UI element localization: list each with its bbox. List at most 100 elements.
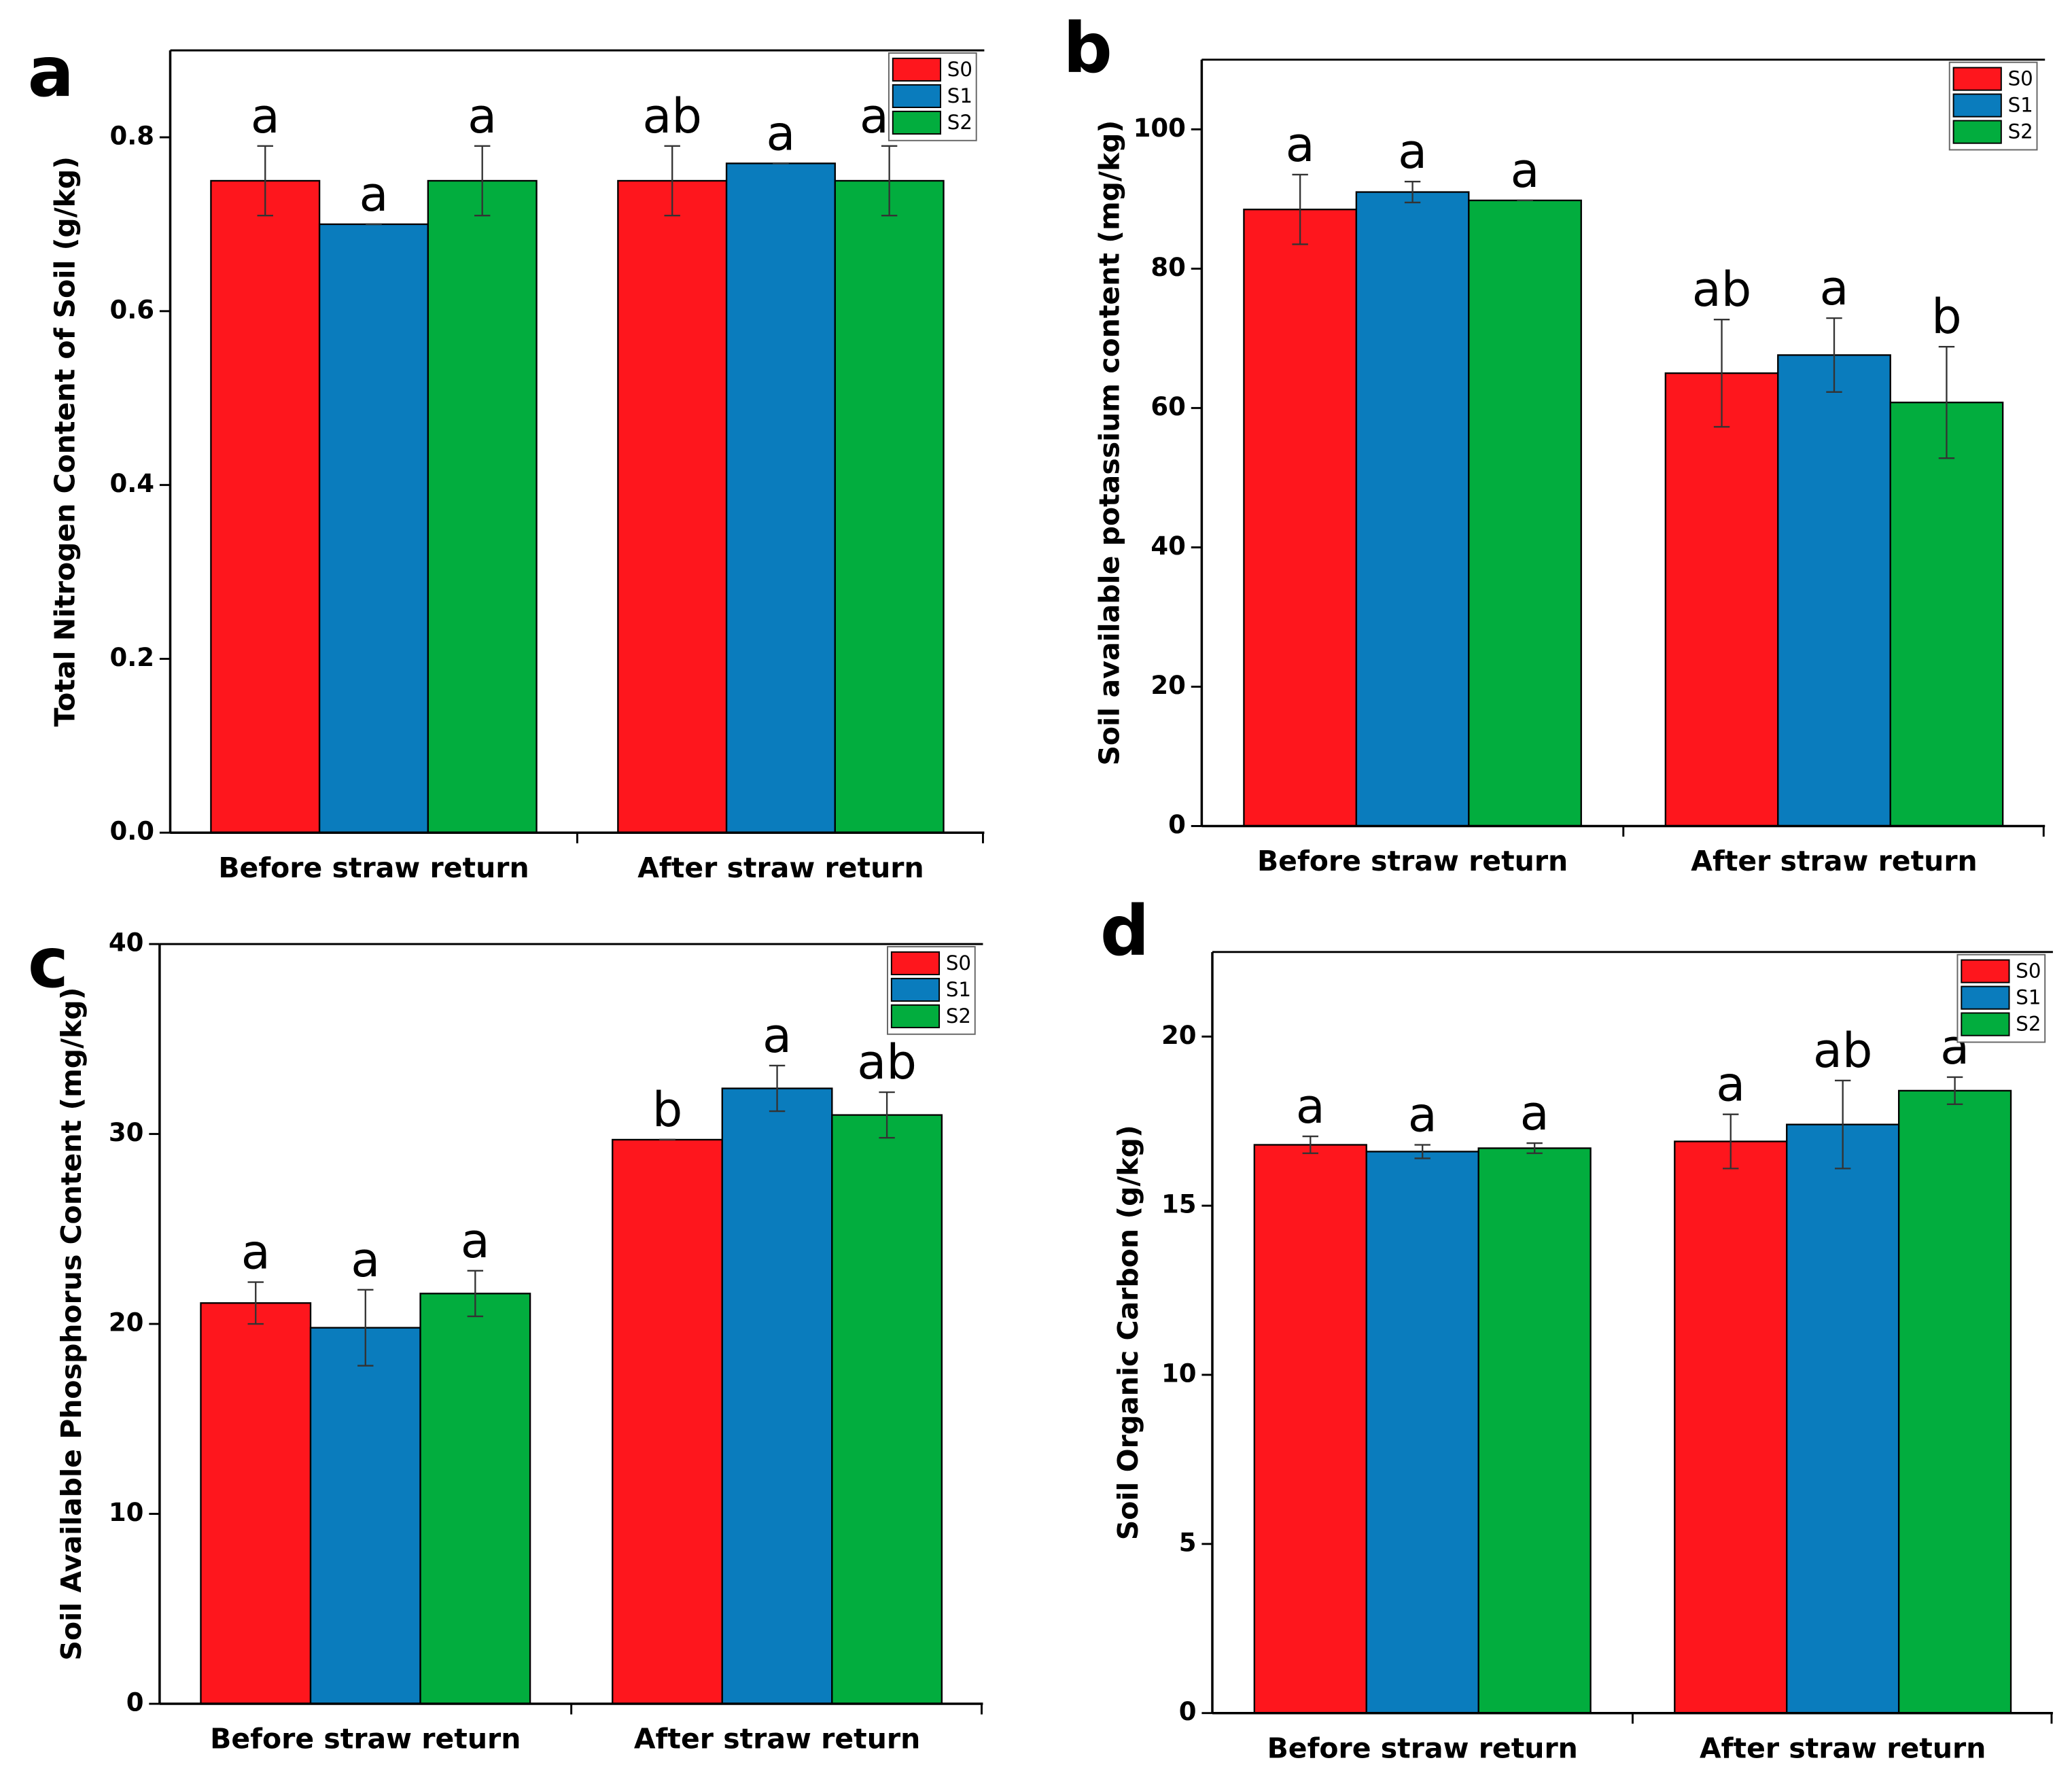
panel-label: d bbox=[1100, 891, 1150, 971]
bar bbox=[1897, 1089, 2012, 1714]
legend-label: S1 bbox=[946, 978, 971, 1001]
legend-swatch bbox=[1952, 67, 2002, 91]
legend-label: S2 bbox=[2016, 1013, 2041, 1036]
error-bar bbox=[1404, 181, 1421, 204]
legend-swatch bbox=[1961, 985, 2010, 1010]
panel-label: c bbox=[28, 923, 69, 1003]
y-tick-label: 0.8 bbox=[109, 122, 154, 151]
error-bar bbox=[1526, 1142, 1543, 1155]
bar bbox=[1777, 354, 1891, 827]
legend-label: S0 bbox=[946, 951, 971, 975]
y-axis-label: Soil available potassium content (mg/kg) bbox=[1093, 120, 1126, 766]
legend-swatch bbox=[1952, 120, 2002, 144]
legend-label: S1 bbox=[2008, 94, 2033, 117]
error-bar bbox=[879, 1091, 895, 1139]
panel-label: b bbox=[1063, 8, 1112, 88]
legend: S0 S1 S2 bbox=[1956, 953, 2046, 1043]
legend-label: S0 bbox=[947, 58, 972, 81]
bar bbox=[721, 1087, 833, 1705]
bar bbox=[1253, 1144, 1367, 1714]
y-axis-label: Total Nitrogen Content of Soil (g/kg) bbox=[48, 156, 81, 726]
y-tick-label: 0.6 bbox=[109, 295, 154, 324]
bar bbox=[210, 179, 321, 834]
significance-letter: a bbox=[351, 1232, 380, 1288]
bar bbox=[1664, 372, 1779, 827]
y-tick-label: 60 bbox=[1151, 392, 1186, 421]
error-bar bbox=[467, 1270, 484, 1318]
bar bbox=[612, 1138, 723, 1705]
significance-letter: ab bbox=[1813, 1023, 1873, 1079]
bar bbox=[318, 223, 429, 834]
legend-swatch bbox=[1952, 93, 2002, 118]
significance-letter: a bbox=[1511, 143, 1540, 198]
x-tick-label: After straw return bbox=[1700, 1732, 1986, 1764]
significance-letter: a bbox=[1408, 1087, 1437, 1143]
error-bar bbox=[1938, 345, 1955, 459]
significance-letter: a bbox=[241, 1225, 270, 1280]
legend-swatch bbox=[1961, 959, 2010, 983]
x-tick-label: Before straw return bbox=[1267, 1732, 1578, 1764]
error-bar bbox=[257, 145, 273, 217]
y-tick-label: 100 bbox=[1134, 113, 1186, 143]
significance-letter: ab bbox=[857, 1034, 917, 1090]
legend-swatch bbox=[892, 57, 942, 82]
legend: S0 S1 S2 bbox=[887, 946, 976, 1035]
bar bbox=[1355, 191, 1470, 827]
significance-letter: a bbox=[1819, 260, 1848, 316]
significance-letter: a bbox=[766, 105, 795, 161]
error-bar bbox=[1834, 1079, 1851, 1170]
error-bar bbox=[474, 145, 491, 217]
legend-label: S0 bbox=[2008, 67, 2033, 90]
y-tick-label: 40 bbox=[109, 928, 144, 958]
x-tick-label: After straw return bbox=[637, 852, 924, 884]
legend-label: S2 bbox=[946, 1004, 971, 1028]
y-tick-label: 20 bbox=[109, 1308, 144, 1337]
bar bbox=[200, 1302, 312, 1705]
y-tick-label: 0.2 bbox=[109, 643, 154, 672]
error-bar bbox=[1946, 1076, 1963, 1105]
significance-letter: a bbox=[468, 88, 497, 144]
y-tick-label: 20 bbox=[1161, 1021, 1197, 1050]
significance-letter: a bbox=[251, 88, 280, 144]
legend-swatch bbox=[1961, 1012, 2010, 1036]
y-tick-label: 0 bbox=[1179, 1697, 1197, 1726]
y-tick-label: 10 bbox=[109, 1498, 144, 1527]
error-bar bbox=[1292, 173, 1308, 245]
y-tick-label: 80 bbox=[1151, 253, 1186, 282]
bar bbox=[419, 1293, 531, 1705]
error-bar bbox=[1302, 1135, 1318, 1155]
x-tick-label: After straw return bbox=[1691, 845, 1977, 877]
legend-swatch bbox=[892, 84, 942, 109]
bar bbox=[1889, 402, 2004, 827]
significance-letter: b bbox=[652, 1082, 683, 1138]
significance-letter: ab bbox=[1692, 262, 1752, 317]
error-bar bbox=[664, 145, 680, 217]
error-bar bbox=[247, 1281, 264, 1325]
bar bbox=[1786, 1123, 1900, 1714]
error-bar bbox=[357, 1289, 374, 1367]
significance-letter: a bbox=[461, 1213, 490, 1269]
bar bbox=[617, 179, 728, 834]
y-tick-label: 30 bbox=[109, 1118, 144, 1147]
x-tick-label: Before straw return bbox=[218, 852, 529, 884]
error-bar bbox=[769, 1064, 786, 1113]
significance-letter: a bbox=[762, 1008, 792, 1064]
error-bar bbox=[881, 145, 898, 217]
y-tick-label: 0 bbox=[1168, 810, 1186, 839]
legend: S0 S1 S2 bbox=[888, 52, 977, 141]
y-tick-label: 40 bbox=[1151, 531, 1186, 561]
bar bbox=[834, 179, 945, 834]
legend-label: S1 bbox=[947, 84, 972, 107]
significance-letter: a bbox=[1398, 124, 1427, 179]
bar bbox=[427, 179, 538, 834]
bar bbox=[831, 1114, 943, 1705]
y-tick-label: 5 bbox=[1179, 1528, 1197, 1557]
bar bbox=[1468, 199, 1582, 827]
significance-letter: a bbox=[1716, 1057, 1745, 1113]
y-axis-label: Soil Organic Carbon (g/kg) bbox=[1112, 1125, 1144, 1540]
error-bar bbox=[1713, 319, 1730, 428]
y-tick-label: 0.4 bbox=[109, 469, 154, 498]
error-bar bbox=[1826, 317, 1842, 393]
bar bbox=[1477, 1147, 1592, 1714]
